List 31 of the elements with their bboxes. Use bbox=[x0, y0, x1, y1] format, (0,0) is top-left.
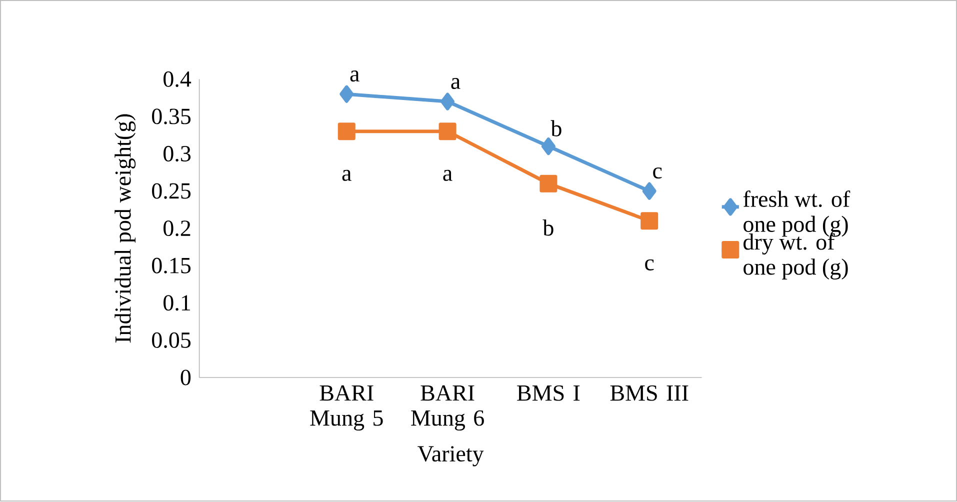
point bbox=[438, 122, 456, 140]
annotation: a bbox=[350, 70, 360, 82]
annotation: a bbox=[451, 78, 460, 90]
point bbox=[640, 212, 658, 230]
y-axis-title: Individual pod weight(g) bbox=[114, 114, 136, 343]
x-tick-label: BARI Mung 5 bbox=[310, 386, 383, 431]
annotation: c bbox=[653, 168, 662, 179]
annotation: c bbox=[645, 260, 654, 271]
y-tick-label: 0.35 bbox=[152, 108, 191, 125]
point bbox=[540, 175, 558, 193]
annotation: a bbox=[443, 170, 452, 182]
y-tick-label: 0.05 bbox=[152, 332, 191, 348]
annotation: a bbox=[342, 170, 352, 182]
point bbox=[642, 182, 656, 200]
point bbox=[338, 122, 356, 140]
y-tick-label: 0.4 bbox=[164, 72, 192, 88]
y-tick-label: 0.2 bbox=[164, 220, 190, 236]
annotation: b bbox=[550, 120, 562, 137]
annotation: b bbox=[542, 220, 554, 236]
y-tick-label: 0.3 bbox=[164, 146, 191, 162]
y-tick-label: 0.25 bbox=[152, 183, 191, 200]
x-tick-label: BMS III bbox=[610, 386, 688, 402]
x-tick-label: BARI Mung 6 bbox=[411, 386, 484, 431]
y-tick-label: 0.15 bbox=[152, 258, 191, 274]
point bbox=[541, 138, 556, 156]
x-tick-label: BMS I bbox=[517, 386, 580, 402]
point bbox=[340, 86, 354, 104]
y-tick-label: 0 bbox=[180, 370, 191, 386]
x-axis-title: Variety bbox=[418, 446, 484, 467]
y-tick-label: 0.1 bbox=[164, 295, 190, 311]
point bbox=[440, 93, 455, 111]
